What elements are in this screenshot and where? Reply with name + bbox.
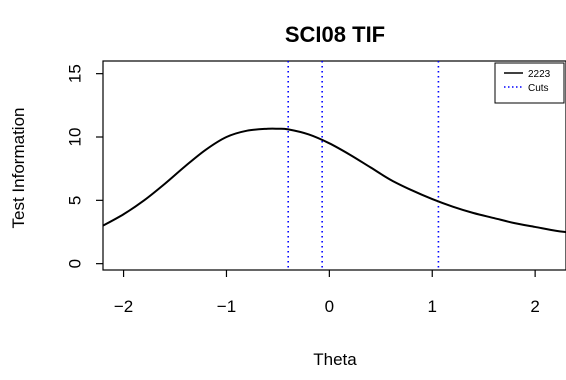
x-axis-label: Theta	[313, 350, 357, 369]
x-tick-label-3: 1	[428, 297, 437, 316]
chart-title: SCI08 TIF	[285, 22, 385, 47]
y-axis-label: Test Information	[9, 108, 28, 229]
x-tick-label-0: −2	[114, 297, 133, 316]
legend-box	[494, 62, 565, 104]
x-tick-label-1: −1	[217, 297, 236, 316]
cuts-layer	[287, 61, 440, 270]
y-tick-label-2: 10	[66, 128, 85, 147]
y-tick-label-0: 0	[66, 259, 85, 268]
plot-frame	[102, 60, 566, 271]
legend: 2223 Cuts	[494, 62, 565, 104]
y-axis: 0 5 10 15	[66, 64, 103, 268]
series-layer	[102, 127, 566, 233]
y-tick-label-3: 15	[66, 64, 85, 83]
y-tick-label-1: 5	[66, 196, 85, 205]
legend-series-label: 2223	[528, 69, 551, 80]
x-tick-label-2: 0	[325, 297, 334, 316]
legend-cuts-label: Cuts	[528, 83, 549, 94]
series-line-0	[102, 127, 566, 233]
x-axis: −2 −1 0 1 2	[114, 270, 540, 316]
x-tick-label-4: 2	[530, 297, 539, 316]
